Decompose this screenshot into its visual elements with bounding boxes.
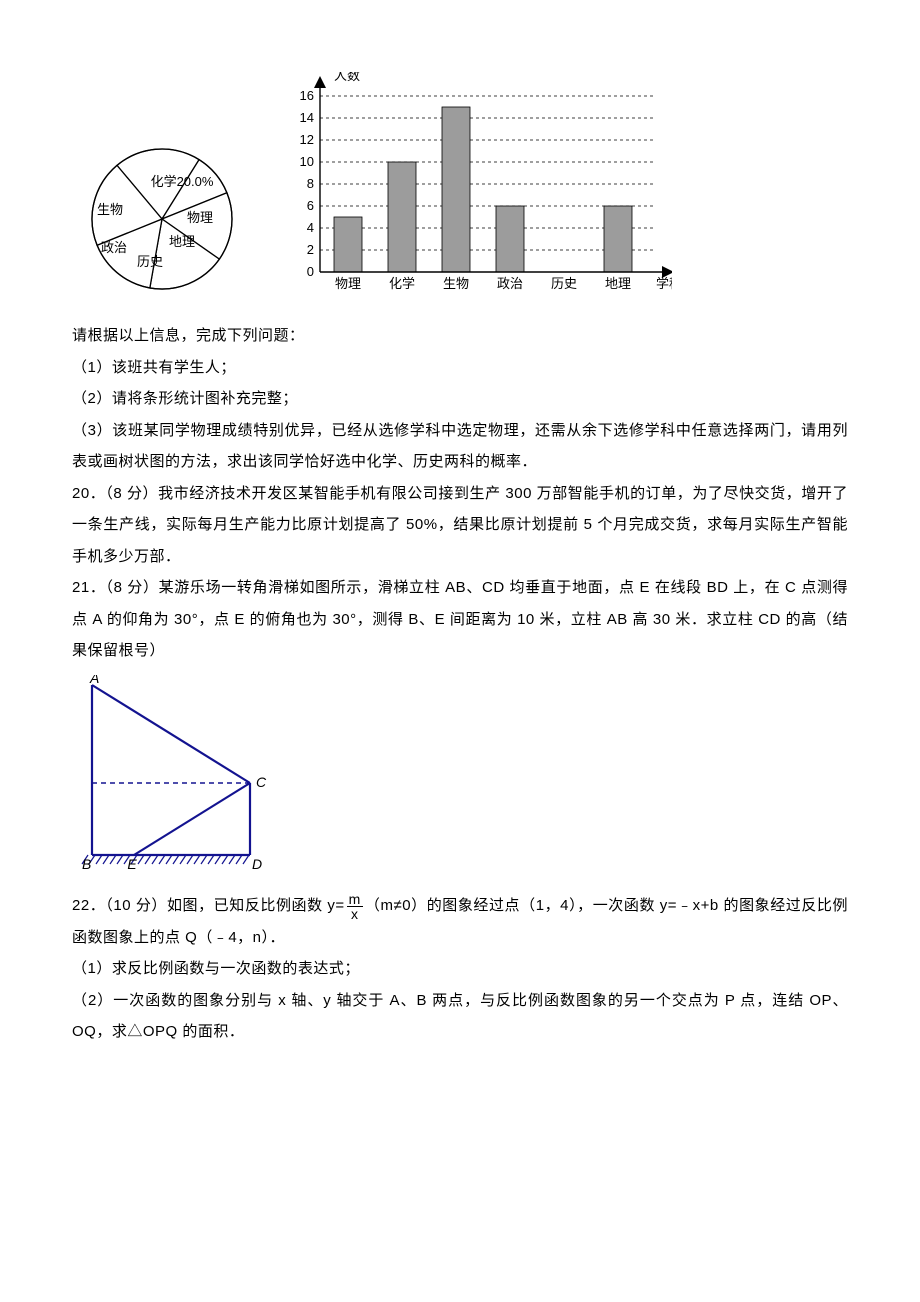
slide-diagram: A B C D E	[72, 675, 282, 875]
question-22-2: （2）一次函数的图象分别与 x 轴、y 轴交于 A、B 两点，与反比例函数图象的…	[72, 985, 848, 1048]
svg-text:政治: 政治	[101, 240, 127, 255]
svg-text:化学20.0%: 化学20.0%	[151, 174, 214, 189]
svg-text:0: 0	[307, 264, 314, 279]
svg-text:14: 14	[300, 110, 314, 125]
pie-chart: 化学20.0% 物理地理历史政治 生物	[72, 144, 262, 304]
svg-text:12: 12	[300, 132, 314, 147]
svg-text:生物: 生物	[97, 202, 123, 217]
svg-text:16: 16	[300, 88, 314, 103]
svg-text:生物: 生物	[443, 276, 469, 291]
svg-text:人数: 人数	[334, 72, 360, 83]
svg-text:6: 6	[307, 198, 314, 213]
question-21: 21．（8 分）某游乐场一转角滑梯如图所示，滑梯立柱 AB、CD 均垂直于地面，…	[72, 572, 848, 667]
svg-text:历史: 历史	[551, 276, 577, 291]
fraction-m-over-x: mx	[347, 892, 363, 921]
svg-text:物理: 物理	[335, 276, 361, 291]
charts-row: 化学20.0%物理地理历史政治生物 0246810121416物理化学生物政治历…	[72, 72, 848, 304]
bar-chart: 0 2 4 6 8 10 12 14 16 物理 化学 生物 政治 历史 地理 人数学科	[272, 72, 672, 304]
question-20: 20．（8 分）我市经济技术开发区某智能手机有限公司接到生产 300 万部智能手…	[72, 478, 848, 573]
svg-text:B: B	[82, 856, 91, 872]
question-22: 22．（10 分）如图，已知反比例函数 y=mx（m≠0）的图象经过点（1，4）…	[72, 890, 848, 953]
svg-text:C: C	[256, 774, 267, 790]
svg-text:历史: 历史	[137, 254, 163, 269]
question-2: （2）请将条形统计图补充完整；	[72, 383, 848, 415]
svg-text:学科: 学科	[656, 276, 672, 291]
question-3: （3）该班某同学物理成绩特别优异，已经从选修学科中选定物理，还需从余下选修学科中…	[72, 415, 848, 478]
question-1: （1）该班共有学生人；	[72, 352, 848, 384]
svg-text:地理: 地理	[605, 276, 631, 291]
svg-text:A: A	[89, 675, 99, 686]
svg-text:8: 8	[307, 176, 314, 191]
svg-text:D: D	[252, 856, 262, 872]
svg-text:化学: 化学	[389, 276, 415, 291]
svg-text:10: 10	[300, 154, 314, 169]
svg-text:政治: 政治	[497, 276, 523, 291]
svg-text:E: E	[127, 856, 137, 872]
svg-text:地理: 地理	[169, 234, 195, 249]
question-22-1: （1）求反比例函数与一次函数的表达式；	[72, 953, 848, 985]
paragraph: 请根据以上信息，完成下列问题：	[72, 320, 848, 352]
q22-prefix: 22．（10 分）如图，已知反比例函数 y=	[72, 897, 345, 914]
svg-text:4: 4	[307, 220, 314, 235]
slide-diagram-block: A B C D E	[72, 675, 848, 887]
svg-text:物理: 物理	[187, 210, 213, 225]
svg-text:2: 2	[307, 242, 314, 257]
